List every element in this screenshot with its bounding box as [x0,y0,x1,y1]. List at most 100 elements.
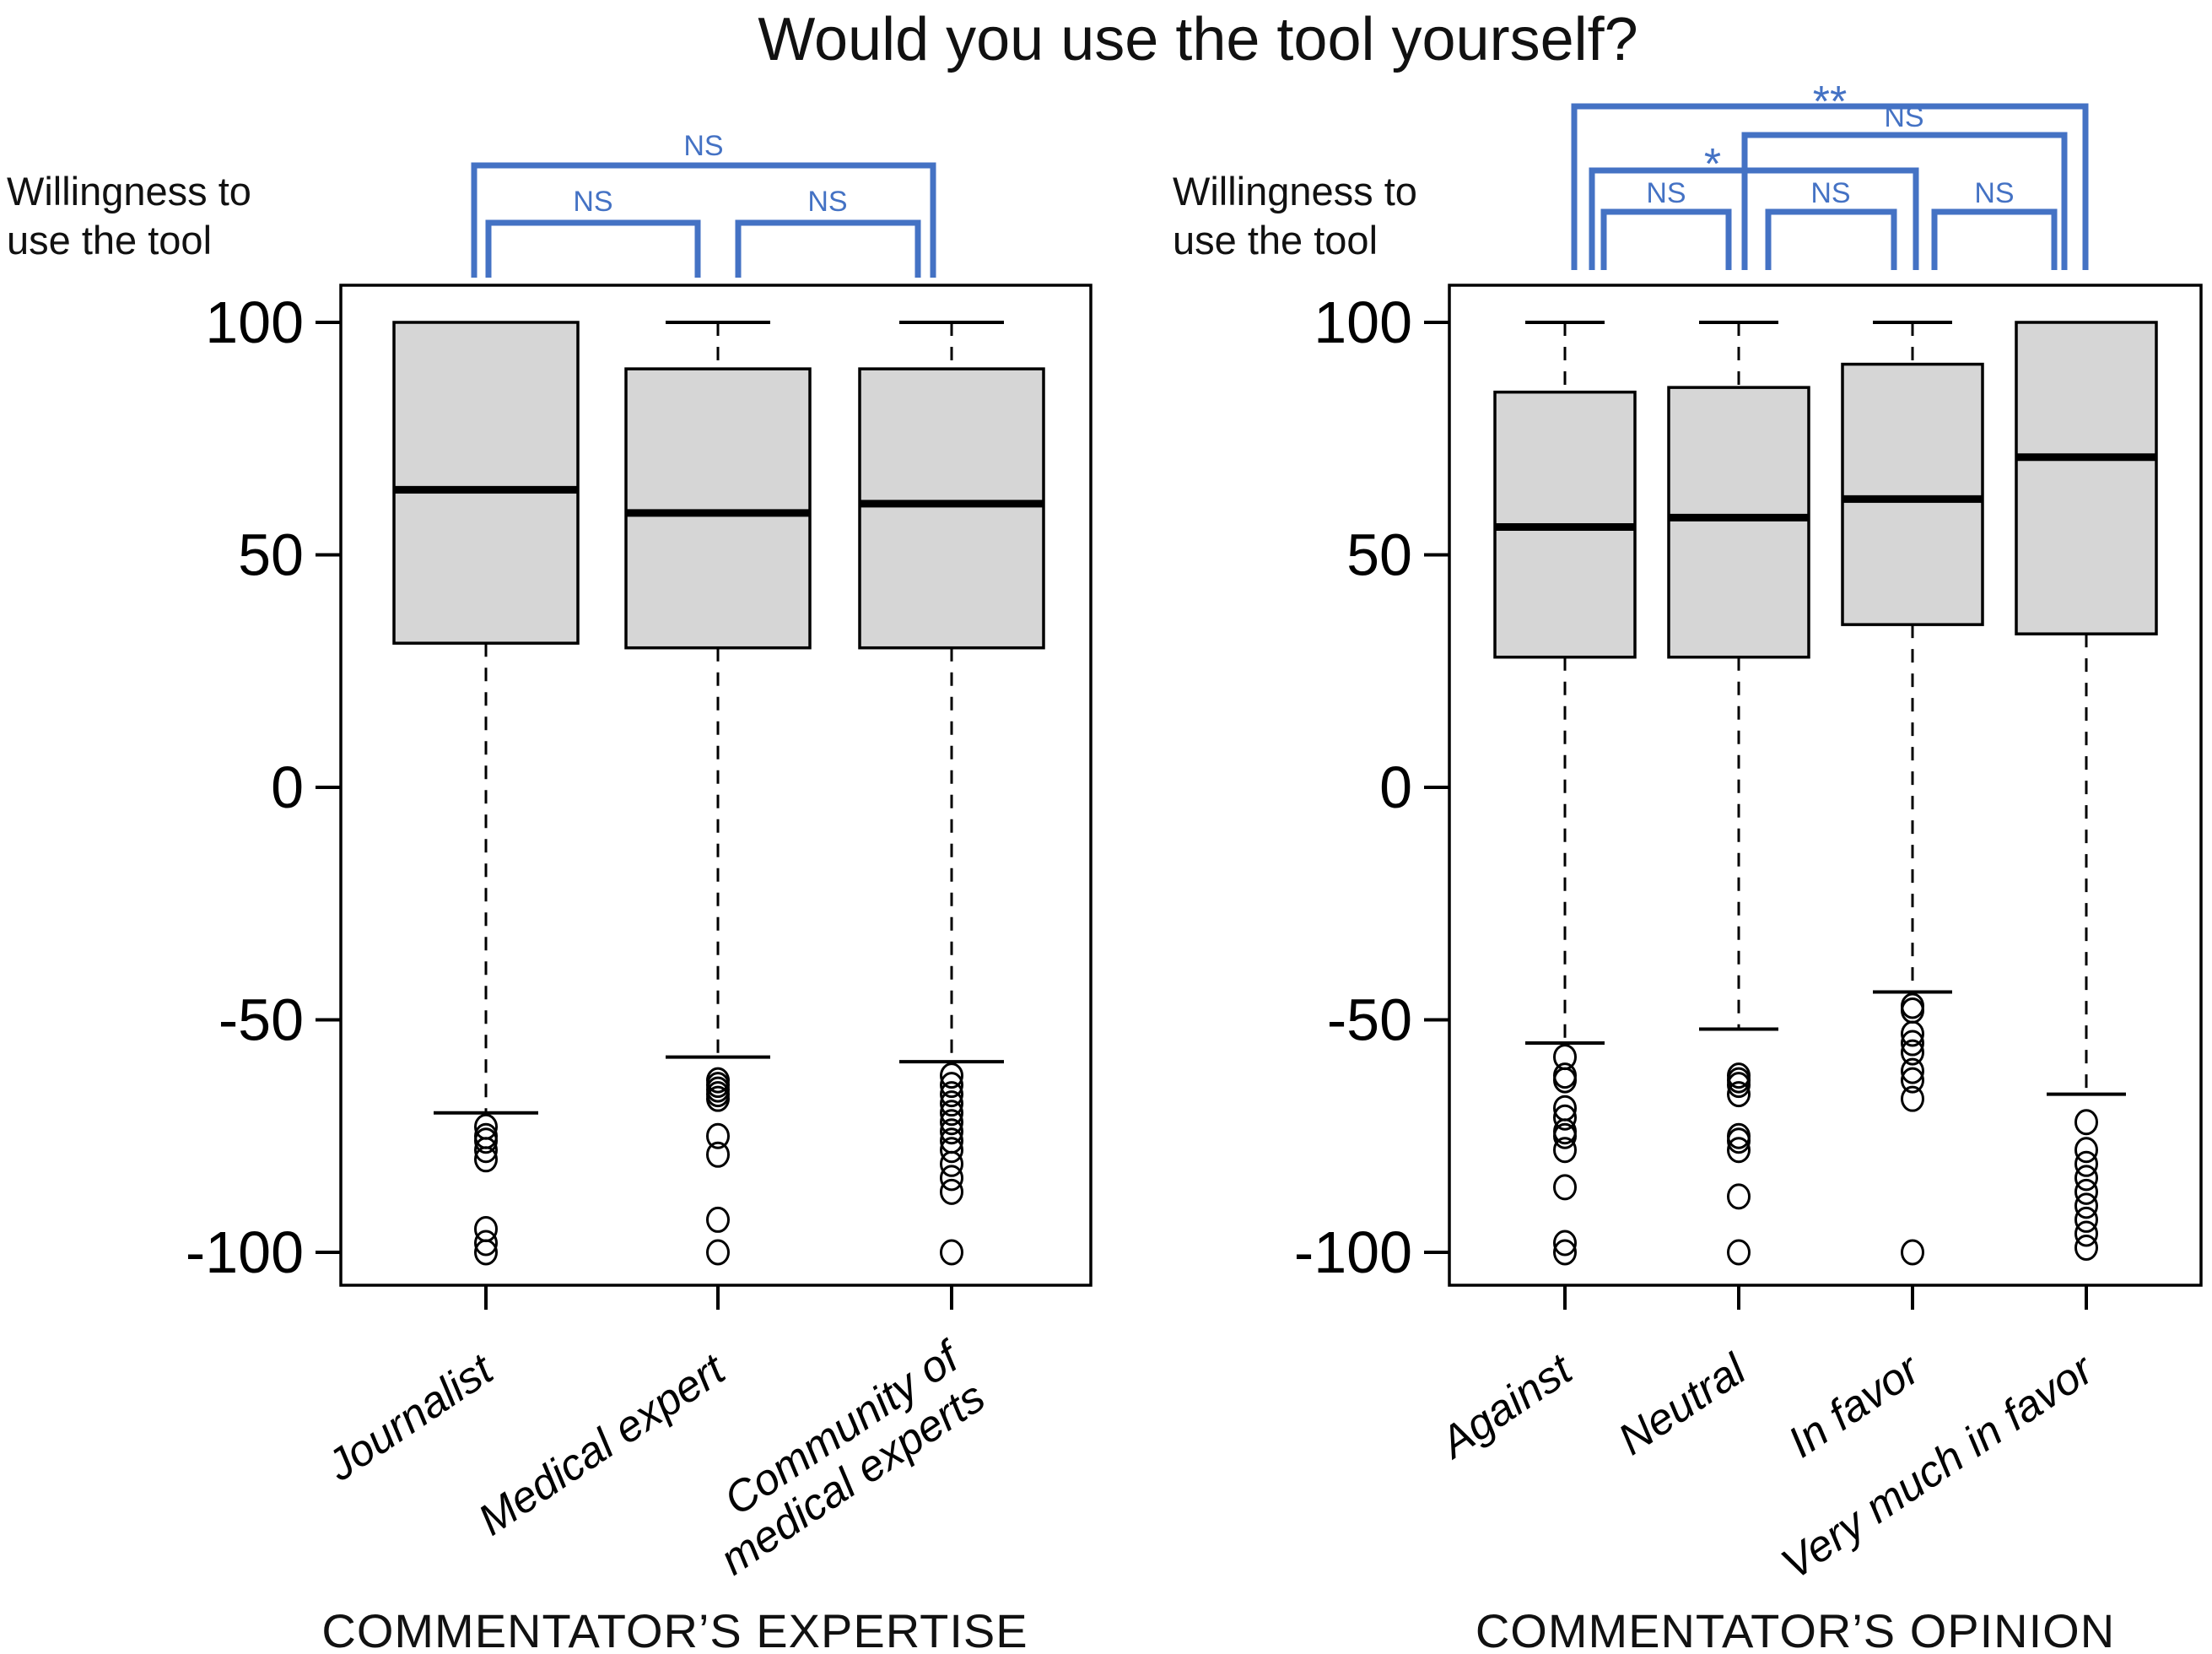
outlier-opinion-4-8 [2074,1234,2098,1261]
significance-bracket-opinion-In favor-Very much in favor [1931,208,2058,270]
y-tick-label-opinion-0: 0 [1379,754,1412,820]
significance-bracket-opinion-Against-Neutral [1600,208,1732,270]
outlier-expertise-3-4 [940,1100,963,1127]
outlier-opinion-4-4 [2074,1178,2098,1205]
outlier-opinion-3-3 [1901,1030,1924,1057]
outlier-opinion-4-6 [2074,1206,2098,1233]
significance-label-opinion-In favor-Very much in favor: NS [1974,177,2014,209]
outlier-opinion-2-7 [1727,1183,1751,1210]
outlier-expertise-2-4 [706,1085,730,1112]
y-tick-label-opinion-50: 50 [1346,522,1412,588]
y-tick-label-expertise--50: -50 [219,987,304,1053]
panel-border-expertise [339,284,1093,1287]
outlier-expertise-3-1 [940,1072,963,1099]
outlier-expertise-3-10 [940,1165,963,1192]
outlier-expertise-2-7 [706,1206,730,1233]
significance-label-opinion-Against-In favor: * [1704,140,1721,189]
outlier-opinion-3-4 [1901,1039,1924,1066]
box-opinion-3 [1841,362,1984,626]
outlier-opinion-2-2 [1727,1072,1751,1099]
y-tick-label-expertise-50: 50 [238,522,304,588]
y-axis-label-left-line1: Willingness to [7,169,251,214]
outlier-opinion-4-0 [2074,1109,2098,1136]
y-tick-label-opinion-100: 100 [1314,289,1412,355]
y-axis-label-right: Willingness to use the tool [1173,167,1417,265]
box-expertise-2 [624,367,812,650]
y-tick-label-opinion--50: -50 [1327,987,1412,1053]
outlier-expertise-1-2 [474,1127,498,1154]
y-tick-label-opinion--100: -100 [1294,1219,1412,1285]
outlier-expertise-3-12 [940,1239,963,1266]
y-tick-label-expertise--100: -100 [186,1219,304,1285]
outlier-expertise-3-8 [940,1137,963,1164]
significance-bracket-expertise-Journalist-Community of medical experts [471,162,936,278]
category-label-opinion-1: Against [1430,1343,1583,1468]
outlier-opinion-4-3 [2074,1165,2098,1192]
category-label-opinion-4: Very much in favor [1772,1343,2103,1589]
outlier-opinion-1-0 [1553,1044,1577,1071]
y-axis-label-left: Willingness to use the tool [7,167,251,265]
outlier-opinion-2-3 [1727,1081,1751,1108]
outlier-opinion-2-6 [1727,1137,1751,1164]
category-label-expertise-3: Community ofmedical experts [685,1331,996,1585]
outlier-expertise-1-4 [474,1146,498,1173]
outlier-opinion-2-5 [1727,1127,1751,1154]
significance-label-opinion-Against-Neutral: NS [1646,177,1686,209]
outlier-opinion-1-10 [1553,1239,1577,1266]
outlier-opinion-4-2 [2074,1150,2098,1177]
outlier-expertise-2-5 [706,1122,730,1149]
category-label-expertise-2: Medical expert [470,1343,736,1545]
significance-label-opinion-Neutral-In favor: NS [1810,177,1850,209]
outlier-expertise-3-11 [940,1178,963,1205]
figure-title: Would you use the tool yourself? [758,6,1638,73]
outlier-expertise-3-9 [940,1150,963,1177]
significance-label-opinion-Against-Very much in favor: ** [1813,78,1847,127]
y-tick-label-expertise-100: 100 [205,289,304,355]
category-label-expertise-1: Journalist [318,1343,504,1491]
outlier-expertise-2-8 [706,1239,730,1266]
box-expertise-1 [392,321,580,645]
box-opinion-4 [2015,321,2158,635]
outlier-expertise-1-7 [474,1239,498,1266]
box-expertise-3 [858,367,1045,650]
outlier-opinion-3-6 [1901,1067,1924,1094]
outlier-opinion-1-7 [1553,1137,1577,1164]
outlier-expertise-3-2 [940,1081,963,1108]
outlier-opinion-3-2 [1901,1020,1924,1047]
significance-label-expertise-Journalist-Medical expert: NS [573,186,612,218]
significance-bracket-opinion-Against-Very much in favor [1571,103,2089,270]
outlier-opinion-4-7 [2074,1220,2098,1247]
category-label-opinion-2: Neutral [1610,1344,1756,1465]
outlier-expertise-2-6 [706,1141,730,1168]
y-axis-label-right-line1: Willingness to [1173,169,1417,214]
outlier-expertise-3-3 [940,1090,963,1117]
significance-bracket-opinion-Neutral-In favor [1765,208,1897,270]
outlier-opinion-4-5 [2074,1192,2098,1219]
outlier-opinion-1-2 [1553,1067,1577,1094]
category-label-opinion-3: In favor [1780,1343,1930,1468]
significance-bracket-opinion-Neutral-Very much in favor [1741,132,2068,270]
significance-bracket-expertise-Journalist-Medical expert [485,219,701,278]
outlier-expertise-3-5 [940,1109,963,1136]
panel-border-opinion [1448,284,2203,1287]
box-opinion-2 [1667,386,1810,659]
outlier-opinion-3-5 [1901,1057,1924,1084]
outlier-opinion-4-1 [2074,1137,2098,1164]
outlier-opinion-1-9 [1553,1230,1577,1257]
outlier-expertise-3-0 [940,1062,963,1089]
outlier-opinion-2-8 [1727,1239,1751,1266]
significance-label-expertise-Journalist-Community of medical experts: NS [683,130,723,162]
x-axis-title-opinion: COMMENTATOR’S OPINION [1475,1604,2116,1654]
outlier-expertise-1-6 [474,1230,498,1257]
y-axis-label-right-line2: use the tool [1173,218,1378,262]
x-axis-title-expertise: COMMENTATOR’S EXPERTISE [321,1604,1028,1654]
significance-bracket-expertise-Medical expert-Community of medical experts [735,219,921,278]
outlier-opinion-1-8 [1553,1174,1577,1201]
outlier-expertise-3-6 [940,1118,963,1145]
y-axis-label-left-line2: use the tool [7,218,213,262]
significance-bracket-opinion-Against-In favor [1589,167,1919,270]
outlier-opinion-1-4 [1553,1104,1577,1131]
significance-label-opinion-Neutral-Very much in favor: NS [1884,101,1923,133]
